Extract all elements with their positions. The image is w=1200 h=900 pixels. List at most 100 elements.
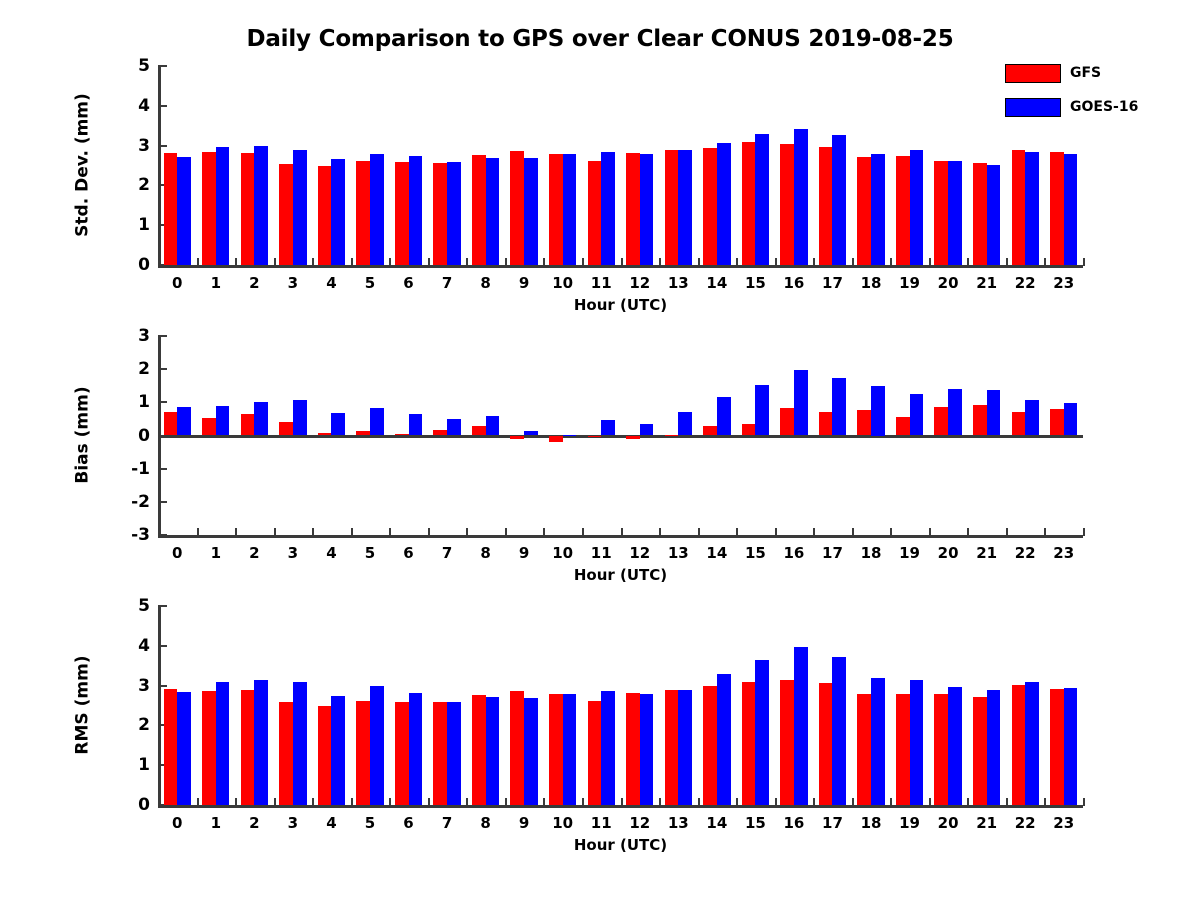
bar-std-dev-gfs-h6 bbox=[394, 161, 409, 265]
x-axis-label-std-dev: Hour (UTC) bbox=[573, 296, 668, 314]
bar-std-dev-goes-16-h3 bbox=[292, 149, 307, 265]
x-tick-bias-23 bbox=[1044, 528, 1047, 536]
y-tick-std-dev-5 bbox=[158, 65, 167, 67]
x-tick-bias-16 bbox=[774, 528, 777, 536]
x-axis-line-rms bbox=[158, 805, 1083, 808]
x-tick-std-dev-1 bbox=[196, 258, 199, 266]
x-tick-std-dev-23 bbox=[1044, 258, 1047, 266]
bar-rms-goes-16-h20 bbox=[948, 686, 962, 805]
y-tick-bias-1 bbox=[158, 500, 167, 503]
y-tick-label-std-dev-3: 3 bbox=[138, 135, 150, 156]
bar-bias-gfs-h14 bbox=[703, 426, 717, 436]
bar-rms-goes-16-h16 bbox=[793, 647, 808, 805]
bar-rms-goes-16-h18 bbox=[871, 678, 885, 805]
bar-bias-gfs-h15 bbox=[741, 424, 756, 436]
bar-rms-gfs-h9 bbox=[510, 691, 525, 805]
bar-std-dev-goes-16-h23 bbox=[1063, 153, 1078, 265]
bar-bias-goes-16-h17 bbox=[832, 377, 847, 436]
y-tick-label-std-dev-2: 2 bbox=[138, 175, 150, 196]
y-tick-bias-4 bbox=[158, 401, 167, 404]
x-tick-std-dev-19 bbox=[890, 258, 893, 266]
x-tick-bias-8 bbox=[466, 528, 469, 536]
x-axis-label-rms: Hour (UTC) bbox=[573, 836, 668, 854]
x-tick-bias-19 bbox=[890, 528, 893, 536]
bar-std-dev-goes-16-h10 bbox=[562, 153, 577, 265]
x-tick-rms-12 bbox=[620, 798, 623, 806]
bar-rms-goes-16-h8 bbox=[485, 696, 500, 805]
x-tick-bias-13 bbox=[659, 528, 662, 536]
x-tick-std-dev-18 bbox=[851, 258, 854, 266]
bar-rms-gfs-h17 bbox=[818, 683, 833, 805]
x-tick-label-std-dev-1: 1 bbox=[210, 274, 222, 292]
x-axis-line-std-dev bbox=[158, 265, 1083, 268]
x-tick-label-rms-5: 5 bbox=[364, 814, 376, 832]
bar-rms-goes-16-h13 bbox=[678, 689, 692, 805]
x-tick-std-dev-15 bbox=[736, 258, 739, 266]
x-tick-label-std-dev-2: 2 bbox=[249, 274, 260, 292]
x-tick-label-rms-12: 12 bbox=[629, 814, 651, 832]
x-tick-label-std-dev-21: 21 bbox=[976, 274, 998, 292]
x-tick-label-std-dev-0: 0 bbox=[172, 274, 183, 292]
x-tick-label-rms-4: 4 bbox=[326, 814, 337, 832]
y-tick-std-dev-3 bbox=[158, 144, 167, 147]
y-tick-rms-1 bbox=[158, 764, 167, 767]
x-tick-label-rms-14: 14 bbox=[706, 814, 728, 832]
x-tick-std-dev-3 bbox=[273, 258, 276, 266]
bar-rms-goes-16-h21 bbox=[986, 690, 1001, 805]
bar-bias-goes-16-h10 bbox=[562, 434, 577, 436]
bar-rms-goes-16-h12 bbox=[639, 693, 654, 805]
y-tick-label-rms-0: 0 bbox=[138, 795, 150, 815]
bar-bias-gfs-h13 bbox=[664, 434, 679, 436]
y-tick-bias-0 bbox=[158, 534, 167, 536]
x-tick-label-rms-11: 11 bbox=[590, 814, 612, 832]
bar-std-dev-goes-16-h9 bbox=[524, 157, 538, 265]
bar-bias-goes-16-h3 bbox=[292, 400, 307, 436]
x-tick-label-bias-1: 1 bbox=[210, 544, 222, 562]
y-tick-label-rms-2: 2 bbox=[138, 715, 150, 736]
bar-bias-gfs-h23 bbox=[1050, 409, 1064, 436]
x-tick-bias-9 bbox=[504, 528, 507, 536]
bar-rms-gfs-h21 bbox=[972, 696, 987, 805]
y-tick-label-bias-0: -3 bbox=[131, 525, 150, 545]
legend-entry-goes16: GOES-16 bbox=[1005, 96, 1195, 118]
y-tick-label-bias-3: 0 bbox=[138, 425, 150, 446]
x-tick-label-rms-20: 20 bbox=[937, 814, 959, 832]
y-tick-rms-5 bbox=[158, 605, 167, 607]
bar-rms-gfs-h2 bbox=[240, 690, 255, 805]
x-tick-label-std-dev-13: 13 bbox=[667, 274, 689, 292]
bar-rms-goes-16-h11 bbox=[601, 690, 615, 805]
bar-rms-goes-16-h19 bbox=[909, 680, 924, 805]
bar-rms-goes-16-h7 bbox=[447, 701, 461, 805]
bar-bias-gfs-h12 bbox=[626, 435, 640, 440]
y-tick-label-rms-5: 5 bbox=[138, 596, 150, 616]
bar-rms-gfs-h0 bbox=[163, 688, 178, 805]
x-tick-std-dev-17 bbox=[813, 258, 816, 266]
bar-std-dev-goes-16-h17 bbox=[832, 134, 847, 265]
x-tick-label-bias-21: 21 bbox=[976, 544, 998, 562]
bar-rms-gfs-h5 bbox=[356, 700, 370, 805]
x-tick-bias-5 bbox=[350, 528, 353, 536]
bar-std-dev-goes-16-h14 bbox=[716, 142, 731, 265]
x-tick-bias-17 bbox=[813, 528, 816, 536]
y-tick-rms-2 bbox=[158, 724, 167, 727]
chart-title: Daily Comparison to GPS over Clear CONUS… bbox=[246, 26, 954, 52]
y-tick-label-bias-6: 3 bbox=[138, 326, 150, 346]
x-tick-bias-21 bbox=[967, 528, 970, 536]
bar-bias-goes-16-h8 bbox=[485, 415, 500, 436]
y-tick-label-bias-5: 2 bbox=[138, 359, 150, 380]
x-tick-label-bias-14: 14 bbox=[706, 544, 728, 562]
bar-rms-goes-16-h5 bbox=[369, 686, 384, 805]
bar-std-dev-gfs-h11 bbox=[587, 161, 602, 265]
x-tick-std-dev-2 bbox=[235, 258, 238, 266]
bar-bias-goes-16-h9 bbox=[524, 430, 538, 436]
x-tick-std-dev-4 bbox=[312, 258, 315, 266]
x-tick-bias-11 bbox=[581, 528, 584, 536]
x-tick-std-dev-21 bbox=[967, 258, 970, 266]
bar-std-dev-gfs-h17 bbox=[818, 147, 833, 265]
x-tick-bias-10 bbox=[543, 528, 546, 536]
bar-rms-gfs-h3 bbox=[279, 702, 293, 805]
x-tick-label-std-dev-20: 20 bbox=[937, 274, 959, 292]
x-tick-std-dev-7 bbox=[427, 258, 430, 266]
y-tick-label-std-dev-1: 1 bbox=[138, 215, 150, 236]
